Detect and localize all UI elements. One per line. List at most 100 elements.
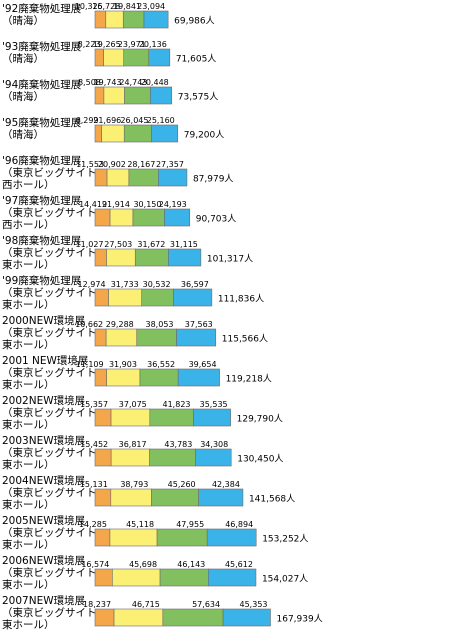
category-label: '93廃棄物処理展 [2, 40, 82, 53]
bar-segment-1 [94, 488, 112, 507]
segment-value-label: 11,027 [76, 240, 104, 249]
segment-value-label: 15,131 [80, 480, 108, 489]
segment-value-label: 15,357 [80, 400, 108, 409]
bar-segment-4 [173, 288, 213, 307]
bar-segment-1 [94, 288, 109, 307]
segment-value-label: 27,357 [156, 160, 184, 169]
category-label: 2002NEW環境展 [2, 394, 86, 407]
total-value-label: 130,450人 [237, 454, 283, 465]
total-value-label: 87,979人 [193, 174, 234, 185]
category-label: 東ホール） [2, 298, 55, 311]
category-label: （晴海） [2, 52, 44, 65]
bar-segment-4 [158, 168, 188, 187]
category-label: （東京ビッグサイト [2, 366, 97, 379]
segment-value-label: 16,728 [92, 2, 120, 11]
segment-value-label: 25,160 [147, 116, 175, 125]
segment-value-label: 45,698 [129, 560, 157, 569]
segment-value-label: 28,167 [127, 160, 155, 169]
bar-segment-4 [164, 208, 191, 227]
segment-value-label: 29,288 [106, 320, 134, 329]
total-value-label: 111,836人 [218, 294, 264, 305]
segment-value-label: 37,075 [119, 400, 147, 409]
bar-segment-2 [105, 10, 124, 29]
category-label: （晴海） [2, 128, 44, 141]
bar-segment-4 [168, 248, 202, 267]
segment-value-label: 30,150 [133, 200, 161, 209]
bar-segment-2 [105, 328, 138, 347]
category-label: （晴海） [2, 90, 44, 103]
bar-segment-2 [101, 124, 125, 143]
segment-value-label: 6,299 [76, 116, 99, 125]
category-label: （東京ビッグサイト [2, 206, 97, 219]
total-value-label: 141,568人 [249, 494, 295, 505]
segment-value-label: 31,903 [109, 360, 137, 369]
segment-value-label: 47,955 [176, 520, 204, 529]
bar-segment-2 [106, 248, 136, 267]
bar-segment-2 [103, 86, 125, 105]
segment-value-label: 36,552 [147, 360, 175, 369]
category-label: 西ホール） [2, 219, 55, 231]
segment-value-label: 43,783 [164, 440, 192, 449]
category-label: 2006NEW環境展 [2, 554, 86, 567]
segment-value-label: 35,535 [200, 400, 228, 409]
bar-segment-3 [132, 208, 165, 227]
category-label: 東ホール） [2, 338, 55, 351]
bar-segment-3 [149, 408, 194, 427]
bar-segment-1 [94, 328, 107, 347]
bar-segment-1 [94, 368, 107, 387]
total-value-label: 71,605人 [176, 54, 217, 65]
bar-segment-3 [141, 288, 174, 307]
bar-segment-2 [109, 208, 134, 227]
segment-value-label: 37,563 [185, 320, 213, 329]
segment-value-label: 11,109 [76, 360, 104, 369]
segment-value-label: 24,193 [159, 200, 187, 209]
category-label: 東ホール） [2, 498, 55, 511]
bar-segment-3 [159, 568, 209, 587]
segment-value-label: 57,634 [192, 600, 220, 609]
total-value-label: 153,252人 [262, 534, 308, 545]
segment-value-label: 38,053 [146, 320, 174, 329]
category-label: （東京ビッグサイト [2, 606, 97, 619]
segment-value-label: 19,265 [93, 40, 121, 49]
category-label: '95廃棄物処理展 [2, 116, 82, 129]
bar-segment-1 [94, 168, 108, 187]
segment-value-label: 31,733 [111, 280, 139, 289]
segment-value-label: 42,384 [212, 480, 240, 489]
category-label: 2005NEW環境展 [2, 514, 86, 527]
bar-segment-3 [136, 328, 177, 347]
segment-value-label: 18,237 [83, 600, 111, 609]
bar-segment-4 [148, 48, 171, 67]
bar-segment-4 [195, 448, 232, 467]
bar-segment-4 [177, 368, 220, 387]
bar-segment-3 [156, 528, 208, 547]
bar-segment-4 [222, 608, 271, 627]
category-label: 2000NEW環境展 [2, 314, 86, 327]
bar-segment-1 [94, 528, 111, 547]
segment-value-label: 36,817 [119, 440, 147, 449]
segment-value-label: 31,115 [170, 240, 198, 249]
category-label: 東ホール） [2, 538, 55, 551]
bar-segment-2 [108, 288, 143, 307]
category-label: 東ホール） [2, 618, 55, 631]
bar-segment-3 [128, 168, 159, 187]
bar-segment-1 [94, 48, 104, 67]
bar-segment-2 [110, 488, 152, 507]
bar-segment-1 [94, 448, 112, 467]
bar-segment-4 [206, 528, 257, 547]
total-value-label: 73,575人 [178, 92, 219, 103]
category-label: '94廃棄物処理展 [2, 78, 82, 91]
category-label: 2003NEW環境展 [2, 434, 86, 447]
segment-value-label: 23,971 [118, 40, 146, 49]
bar-segment-1 [94, 124, 102, 143]
total-value-label: 154,027人 [262, 574, 308, 585]
